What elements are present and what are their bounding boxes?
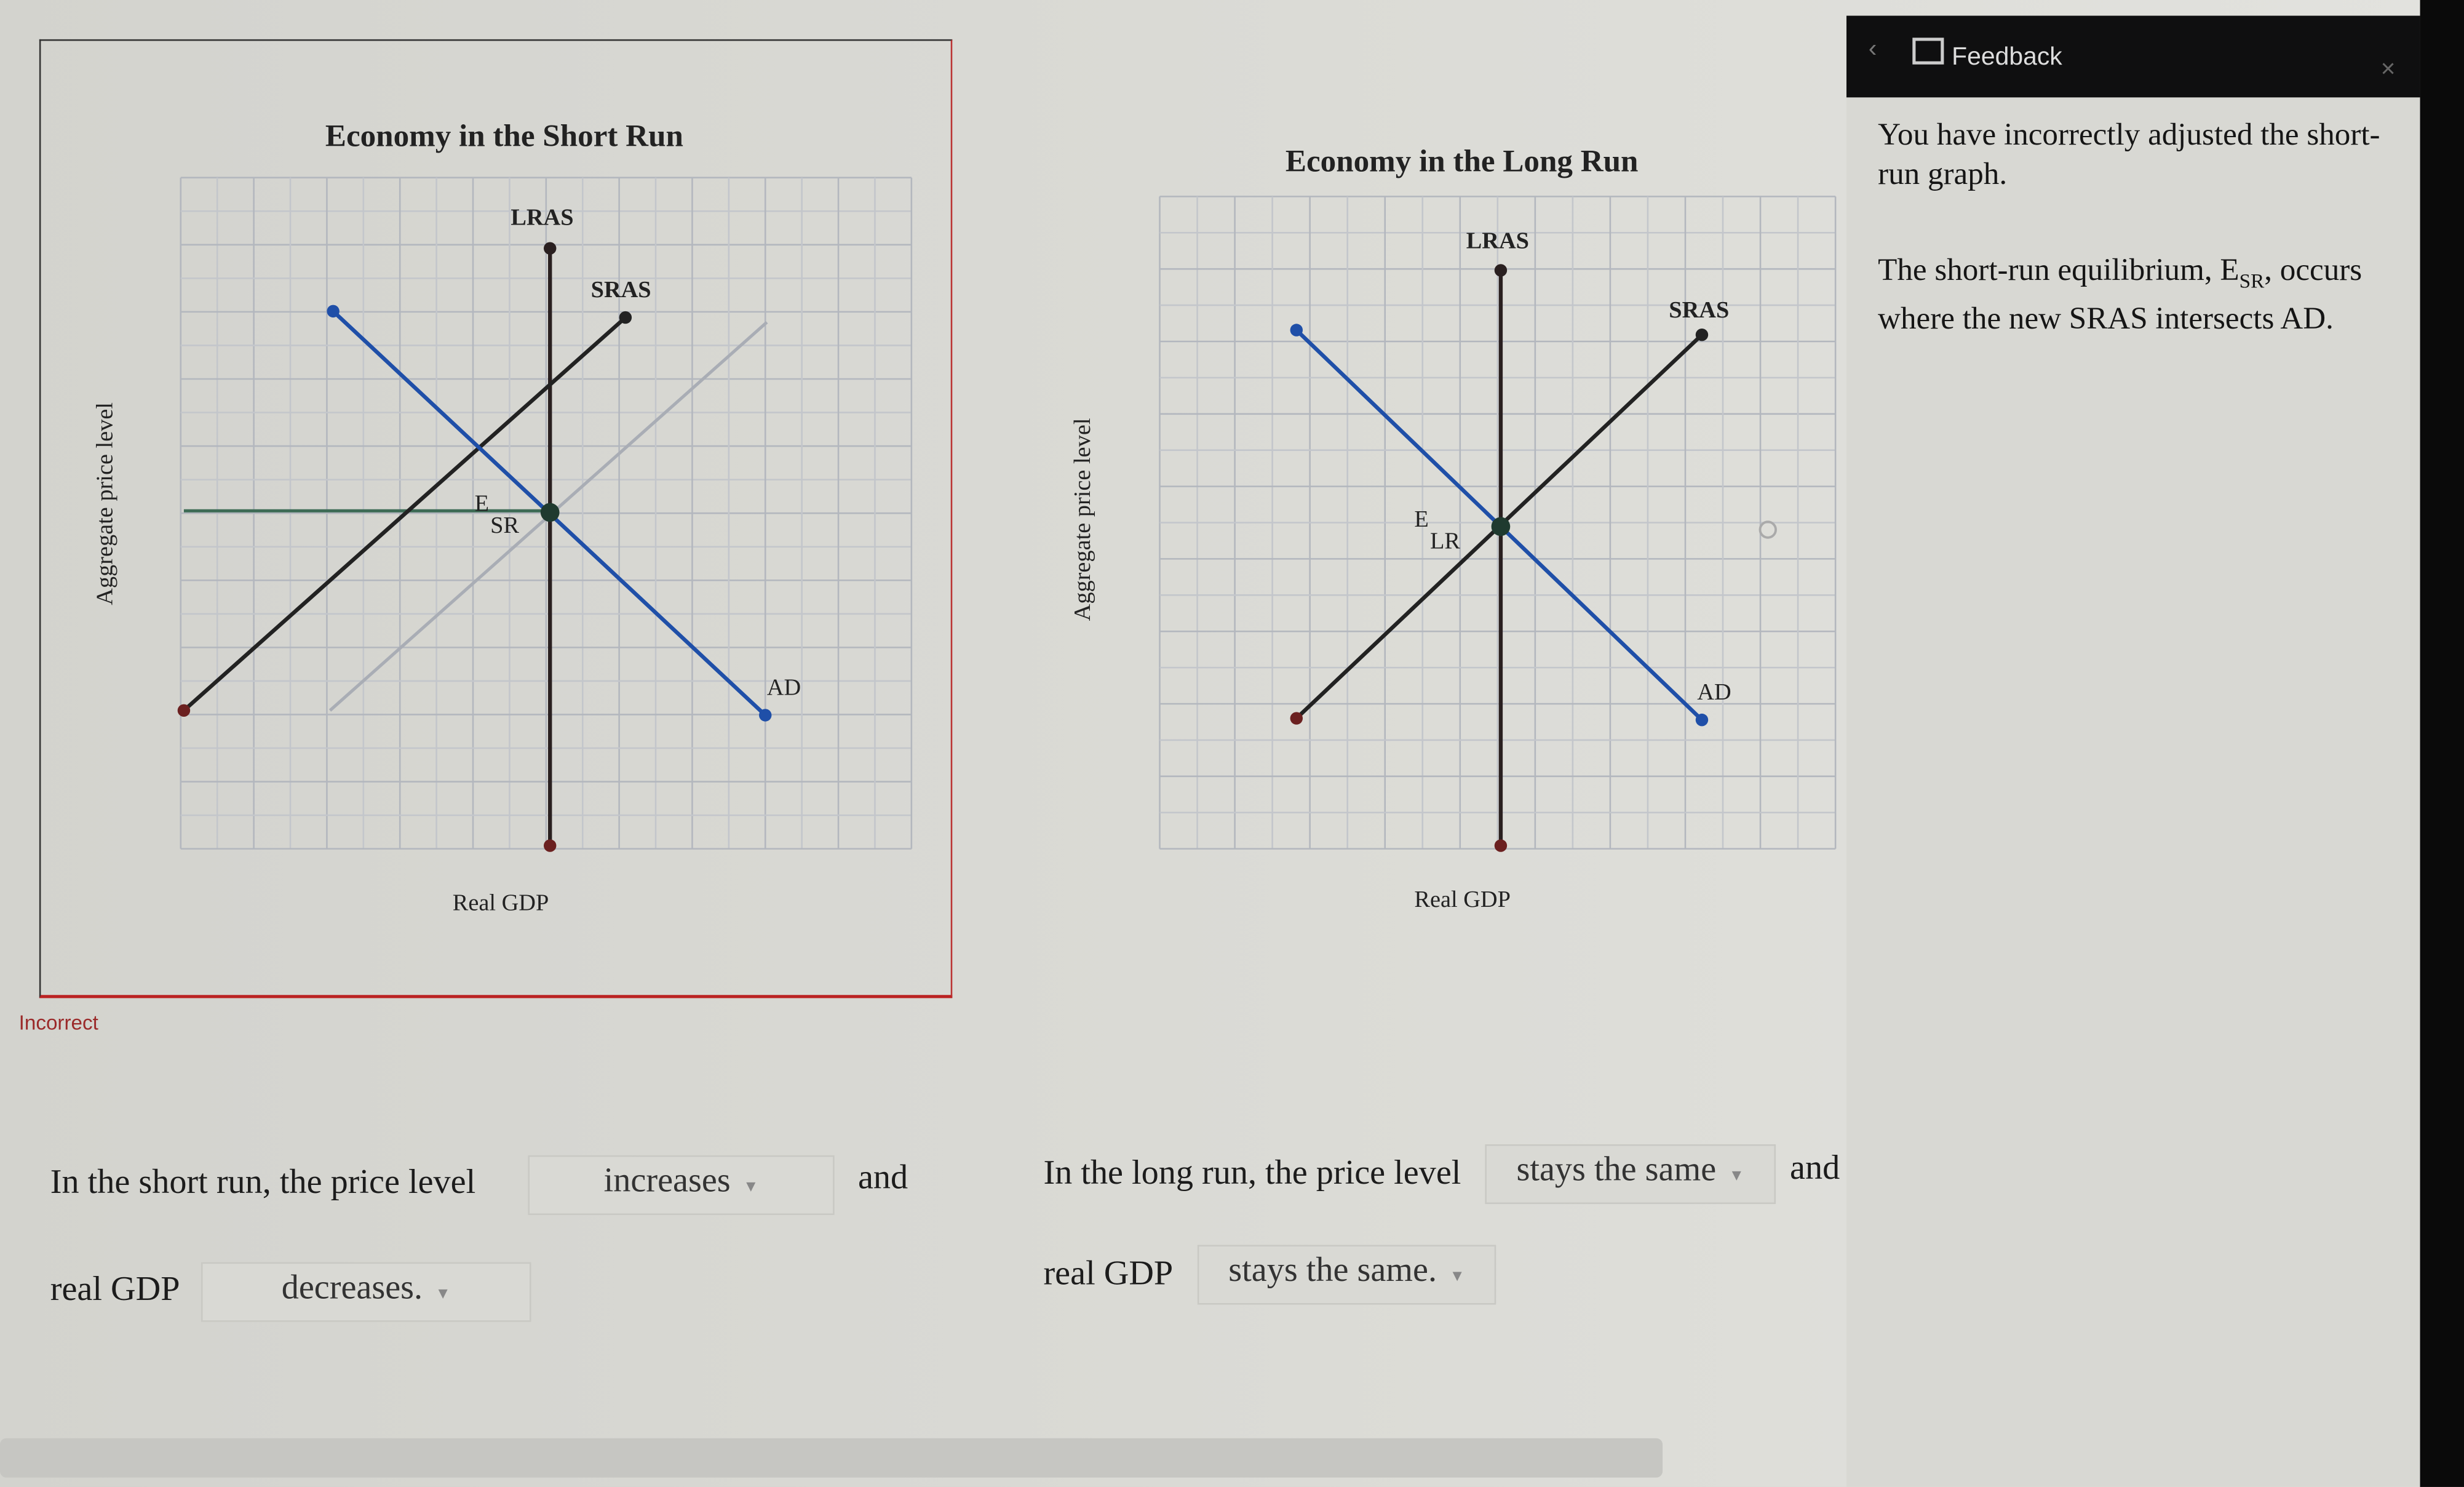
- lr-connector: and: [1790, 1147, 1840, 1187]
- lr-sras-handle-bottom[interactable]: [1290, 712, 1303, 725]
- lr-y-axis-label: Aggregate price level: [1071, 418, 1097, 621]
- feedback-p2-suffix: , occurs where the new SRAS intersects A…: [1878, 253, 2363, 337]
- lr-gdp-question: real GDP: [1043, 1253, 1174, 1293]
- feedback-icon: [1912, 38, 1944, 65]
- feedback-paragraph-1: You have incorrectly adjusted the short-…: [1878, 118, 2380, 192]
- lr-sras-handle-top[interactable]: [1695, 328, 1709, 341]
- chevron-down-icon: ▼: [743, 1179, 759, 1197]
- sr-price-question: In the short run, the price level: [50, 1162, 476, 1201]
- sr-connector: and: [857, 1157, 908, 1197]
- lr-price-question: In the long run, the price level: [1043, 1152, 1461, 1192]
- screen-bezel: [2420, 0, 2464, 1487]
- drag-target-icon[interactable]: [1759, 520, 1777, 539]
- feedback-p2-sub: SR: [2239, 268, 2265, 293]
- sr-lras-handle-bottom[interactable]: [543, 839, 557, 852]
- sr-ad-handle-bottom[interactable]: [759, 709, 772, 722]
- chevron-down-icon: ▼: [1728, 1168, 1744, 1186]
- sr-lras-label: LRAS: [511, 204, 573, 230]
- sr-ad-label: AD: [767, 674, 801, 700]
- sr-x-axis-label: Real GDP: [452, 891, 549, 917]
- sr-graph-title: Economy in the Short Run: [325, 119, 683, 154]
- sr-sras-curve[interactable]: [182, 316, 627, 712]
- feedback-p2-prefix: The short-run equilibrium, E: [1878, 253, 2239, 288]
- lr-gdp-select[interactable]: stays the same. ▼: [1197, 1245, 1496, 1305]
- sr-lras-handle-top[interactable]: [543, 242, 557, 255]
- lr-ad-label: AD: [1697, 679, 1731, 705]
- feedback-paragraph-2: The short-run equilibrium, ESR, occurs w…: [1878, 252, 2396, 340]
- horizontal-scrollbar[interactable]: [0, 1438, 1663, 1478]
- lr-price-select[interactable]: stays the same ▼: [1485, 1144, 1776, 1205]
- close-icon[interactable]: ×: [2380, 56, 2396, 84]
- sr-sras-handle-bottom[interactable]: [177, 704, 191, 717]
- sr-equilibrium-point[interactable]: [540, 503, 560, 522]
- chevron-down-icon: ▼: [435, 1285, 451, 1304]
- sr-price-select[interactable]: increases ▼: [528, 1155, 835, 1215]
- feedback-header: ‹ Feedback ×: [1846, 15, 2420, 98]
- sr-y-axis-label: Aggregate price level: [93, 402, 119, 605]
- lr-equilibrium-label: E: [1414, 506, 1428, 532]
- feedback-body: You have incorrectly adjusted the short-…: [1846, 97, 2420, 1487]
- sr-sras-handle-top[interactable]: [619, 311, 632, 324]
- sr-ad-handle-top[interactable]: [327, 305, 340, 318]
- chevron-down-icon: ▼: [1449, 1268, 1465, 1286]
- sr-sras-label: SRAS: [591, 277, 651, 303]
- sr-gdp-select-value: decreases.: [281, 1267, 423, 1307]
- sr-equilibrium-label: E: [475, 490, 489, 516]
- short-run-graph-panel: [39, 39, 953, 999]
- lr-gdp-select-value: stays the same.: [1228, 1250, 1437, 1290]
- lr-lras-handle-bottom[interactable]: [1494, 839, 1508, 852]
- lr-x-axis-label: Real GDP: [1414, 888, 1511, 914]
- sr-gdp-select[interactable]: decreases. ▼: [201, 1262, 531, 1322]
- status-incorrect: Incorrect: [18, 1010, 98, 1035]
- lr-equilibrium-point[interactable]: [1491, 517, 1511, 536]
- lr-price-select-value: stays the same: [1516, 1149, 1717, 1189]
- lr-graph-title: Economy in the Long Run: [1285, 145, 1639, 180]
- lr-lras-handle-top[interactable]: [1494, 264, 1508, 277]
- sr-price-select-value: increases: [603, 1160, 731, 1200]
- chevron-left-icon[interactable]: ‹: [1868, 36, 1877, 63]
- lr-sras-label: SRAS: [1669, 297, 1729, 323]
- lr-ad-handle-top[interactable]: [1290, 324, 1303, 337]
- lr-lras-label: LRAS: [1466, 228, 1529, 254]
- lr-equilibrium-sublabel: LR: [1430, 528, 1460, 554]
- lr-ad-handle-bottom[interactable]: [1695, 713, 1709, 727]
- sr-equilibrium-sublabel: SR: [490, 512, 519, 538]
- feedback-title: Feedback: [1952, 44, 2062, 71]
- long-run-grid: [1159, 196, 1837, 850]
- sr-gdp-question: real GDP: [50, 1268, 180, 1308]
